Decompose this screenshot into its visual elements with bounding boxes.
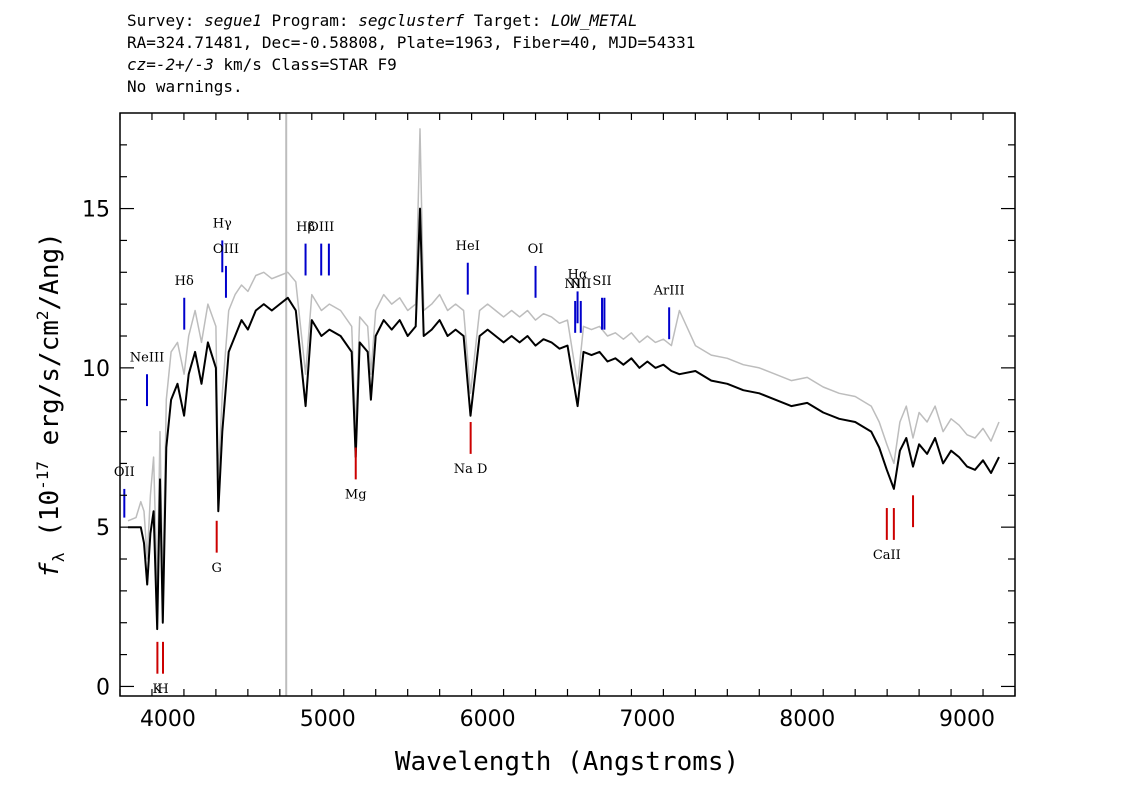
- header-line-redshift: cz=-2+/-3 km/s Class=STAR F9: [127, 54, 695, 76]
- y-tick-label: 5: [96, 516, 110, 541]
- program-value: segclusterf: [358, 11, 465, 30]
- emission-line-label: Hγ: [213, 217, 232, 232]
- spectrum-header: Survey: segue1 Program: segclusterf Targ…: [127, 10, 695, 98]
- survey-value: segue1: [204, 11, 262, 30]
- redshift-value: cz=-2+/-3: [127, 55, 214, 74]
- survey-label: Survey:: [127, 11, 205, 30]
- emission-line-label: SII: [592, 274, 611, 289]
- emission-line-label: NII: [570, 277, 592, 292]
- emission-line-label: Hβ: [296, 220, 315, 235]
- absorption-line-label: Mg: [345, 487, 367, 502]
- emission-line-label: NII: [564, 277, 586, 292]
- absorption-line-label: K: [153, 682, 163, 697]
- header-line-survey: Survey: segue1 Program: segclusterf Targ…: [127, 10, 695, 32]
- y-tick-label: 15: [82, 198, 110, 223]
- emission-line-label: OIII: [308, 220, 334, 235]
- x-tick-label: 5000: [300, 707, 356, 732]
- emission-line-label: Hδ: [175, 274, 194, 289]
- absorption-line-label: Na D: [454, 462, 488, 477]
- absorption-line-label: CaII: [873, 548, 901, 563]
- series-layer: [127, 128, 1000, 631]
- emission-line-label: ArIII: [653, 284, 685, 299]
- x-tick-label: 6000: [460, 707, 516, 732]
- absorption-line-label: G: [211, 561, 221, 576]
- emission-line-label: OII: [114, 465, 135, 480]
- absorption-line-label: H: [157, 682, 168, 697]
- x-tick-label: 4000: [140, 707, 196, 732]
- header-line-warnings: No warnings.: [127, 77, 243, 96]
- program-label: Program:: [261, 11, 359, 30]
- class-value: km/s Class=STAR F9: [213, 55, 397, 74]
- target-value: LOW_METAL: [550, 11, 638, 30]
- target-label: Target:: [464, 11, 551, 30]
- y-axis-title: fλ (10-17 erg/s/cm2/Ang): [33, 232, 68, 578]
- emission-line-label: OI: [528, 242, 544, 257]
- x-tick-label: 9000: [939, 707, 995, 732]
- plot-frame: [119, 112, 1016, 697]
- emission-line-label: Hα: [568, 268, 588, 283]
- ticks-layer: 4000 5000 6000 7000 8000 9000 0 5 10 15: [82, 113, 1016, 732]
- x-tick-label: 7000: [619, 707, 675, 732]
- header-line-coordinates: RA=324.71481, Dec=-0.58808, Plate=1963, …: [127, 33, 696, 52]
- y-tick-label: 0: [96, 675, 110, 700]
- emission-line-label: HeI: [456, 239, 480, 254]
- emission-line-label: NeIII: [130, 350, 164, 365]
- flux-series-line: [128, 207, 1000, 631]
- error-series-line: [127, 128, 1000, 592]
- emission-line-label: OIII: [213, 242, 239, 257]
- x-tick-label: 8000: [779, 707, 835, 732]
- y-tick-label: 10: [82, 357, 110, 382]
- x-axis-title: Wavelength (Angstroms): [395, 747, 739, 777]
